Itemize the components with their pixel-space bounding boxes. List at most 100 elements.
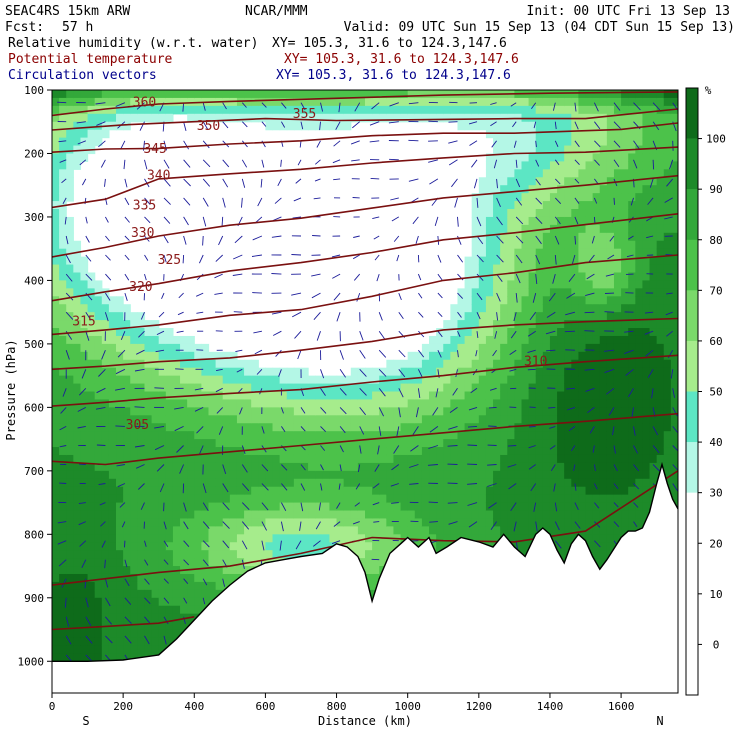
rh-cell <box>80 510 89 520</box>
rh-cell <box>322 454 331 464</box>
rh-cell <box>557 296 565 305</box>
rh-cell <box>621 367 629 377</box>
rh-cell <box>357 383 366 393</box>
rh-cell <box>222 573 231 583</box>
rh-cell <box>80 629 89 639</box>
rh-cell <box>165 470 174 480</box>
rh-cell <box>172 478 181 488</box>
rh-cell <box>613 224 622 234</box>
rh-cell <box>393 454 402 464</box>
rh-cell <box>137 335 146 345</box>
rh-cell <box>656 375 665 385</box>
rh-cell <box>485 121 494 131</box>
rh-cell <box>308 105 316 115</box>
rh-cell <box>521 351 530 361</box>
rh-cell <box>52 121 60 131</box>
rh-cell <box>393 113 402 123</box>
rh-cell <box>393 470 402 480</box>
rh-cell <box>649 105 658 115</box>
rh-cell <box>158 502 167 512</box>
rh-cell <box>571 351 580 361</box>
rh-cell <box>606 224 615 234</box>
rh-cell <box>52 621 60 631</box>
rh-cell <box>478 407 487 416</box>
rh-cell <box>557 383 565 393</box>
rh-cell <box>80 613 89 623</box>
rh-cell <box>599 534 608 543</box>
rh-cell <box>94 637 103 646</box>
rh-cell <box>365 462 373 472</box>
rh-cell <box>485 248 494 258</box>
rh-cell <box>485 470 494 480</box>
rh-cell <box>549 320 558 329</box>
rh-cell <box>450 335 459 345</box>
rh-cell <box>52 407 60 416</box>
rh-cell <box>564 383 572 393</box>
rh-cell <box>635 478 644 488</box>
rh-cell <box>457 391 466 401</box>
rh-cell <box>656 399 665 408</box>
rh-cell <box>393 97 402 107</box>
rh-cell <box>485 359 494 369</box>
rh-cell <box>500 201 508 210</box>
rh-cell <box>229 113 238 123</box>
rh-cell <box>379 113 387 123</box>
rh-cell <box>571 447 580 456</box>
rh-cell <box>215 439 224 448</box>
rh-cell <box>592 304 601 313</box>
rh-cell <box>564 248 572 258</box>
rh-cell <box>108 470 117 480</box>
rh-cell <box>130 415 138 424</box>
rh-cell <box>521 153 530 162</box>
rh-cell <box>343 407 352 416</box>
rh-cell <box>286 431 295 440</box>
rh-cell <box>372 391 380 401</box>
rh-cell <box>628 510 636 520</box>
rh-cell <box>208 470 217 480</box>
rh-cell <box>137 597 146 607</box>
rh-cell <box>485 335 494 345</box>
rh-cell <box>258 447 267 456</box>
rh-cell <box>66 645 74 654</box>
rh-cell <box>535 351 544 361</box>
rh-cell <box>144 343 153 353</box>
rh-cell <box>308 470 316 480</box>
rh-cell <box>585 280 594 289</box>
rh-cell <box>649 431 658 440</box>
rh-cell <box>272 90 281 99</box>
rh-cell <box>137 320 146 329</box>
rh-cell <box>144 462 153 472</box>
rh-cell <box>101 399 110 408</box>
rh-cell <box>116 399 124 408</box>
rh-cell <box>535 439 544 448</box>
rh-cell <box>514 423 523 432</box>
rh-cell <box>52 375 60 385</box>
rh-cell <box>236 359 245 369</box>
rh-cell <box>379 486 387 496</box>
rh-cell <box>485 415 494 424</box>
rh-cell <box>172 335 181 345</box>
rh-cell <box>215 431 224 440</box>
rh-cell <box>123 439 131 448</box>
rh-cell <box>265 534 274 543</box>
rh-cell <box>578 375 587 385</box>
rh-cell <box>52 232 60 242</box>
rh-cell <box>365 105 373 115</box>
rh-cell <box>535 97 544 107</box>
rh-cell <box>151 105 160 115</box>
rh-cell <box>557 121 565 131</box>
rh-cell <box>535 343 544 353</box>
rh-cell <box>236 478 245 488</box>
rh-cell <box>222 407 231 416</box>
rh-cell <box>393 502 402 512</box>
rh-cell <box>350 383 359 393</box>
rh-cell <box>208 105 217 115</box>
rh-cell <box>628 462 636 472</box>
rh-cell <box>365 423 373 432</box>
rh-cell <box>80 478 89 488</box>
rh-cell <box>336 105 345 115</box>
rh-cell <box>87 597 96 607</box>
rh-cell <box>116 312 124 321</box>
rh-cell <box>564 320 572 329</box>
rh-cell <box>621 470 629 480</box>
